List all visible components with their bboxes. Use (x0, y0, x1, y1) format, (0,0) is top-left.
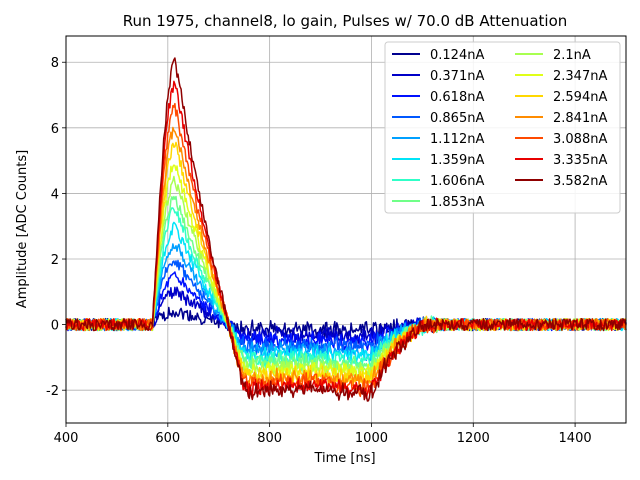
x-tick-label: 1400 (559, 431, 592, 446)
x-tick-label: 1200 (457, 431, 490, 446)
legend-label: 2.841nA (553, 111, 607, 126)
y-tick-label: 2 (51, 253, 59, 268)
legend-label: 0.371nA (430, 69, 484, 84)
y-axis-label: Amplitude [ADC Counts] (15, 150, 30, 308)
legend-label: 2.594nA (553, 90, 607, 105)
ticks: 400 600 800 1000 1200 1400 -2 0 2 4 6 8 (46, 56, 592, 446)
plot-lines (65, 57, 627, 402)
legend-label: 2.347nA (553, 69, 607, 84)
legend-label: 1.359nA (430, 153, 484, 168)
legend-label: 3.582nA (553, 174, 607, 189)
legend-label: 1.853nA (430, 195, 484, 210)
plot-frame (65, 35, 627, 424)
legend-label: 3.335nA (553, 153, 607, 168)
y-tick-label: 0 (51, 319, 59, 334)
series-line-15 (65, 57, 627, 402)
x-tick-label: 1000 (355, 431, 388, 446)
legend-label: 2.1nA (553, 48, 591, 63)
legend-items: 0.124nA 0.371nA 0.618nA 0.865nA 1.112nA 1.359… (392, 48, 607, 210)
legend-label: 0.618nA (430, 90, 484, 105)
legend-frame (384, 41, 621, 214)
x-tick-label: 600 (155, 431, 180, 446)
legend-label: 1.112nA (430, 132, 484, 147)
legend-label: 1.606nA (430, 174, 484, 189)
y-tick-label: 6 (51, 122, 59, 137)
x-tick-label: 800 (257, 431, 282, 446)
chart-title: Run 1975, channel8, lo gain, Pulses w/ 7… (123, 12, 568, 30)
x-tick-label: 400 (54, 431, 79, 446)
y-tick-label: -2 (46, 384, 59, 399)
x-axis-label: Time [ns] (313, 451, 375, 466)
y-tick-label: 8 (51, 56, 59, 71)
legend-label: 3.088nA (553, 132, 607, 147)
legend-label: 0.124nA (430, 48, 484, 63)
legend-label: 0.865nA (430, 111, 484, 126)
legend: 0.124nA 0.371nA 0.618nA 0.865nA 1.112nA 1.359… (384, 41, 621, 214)
y-tick-label: 4 (51, 187, 59, 202)
